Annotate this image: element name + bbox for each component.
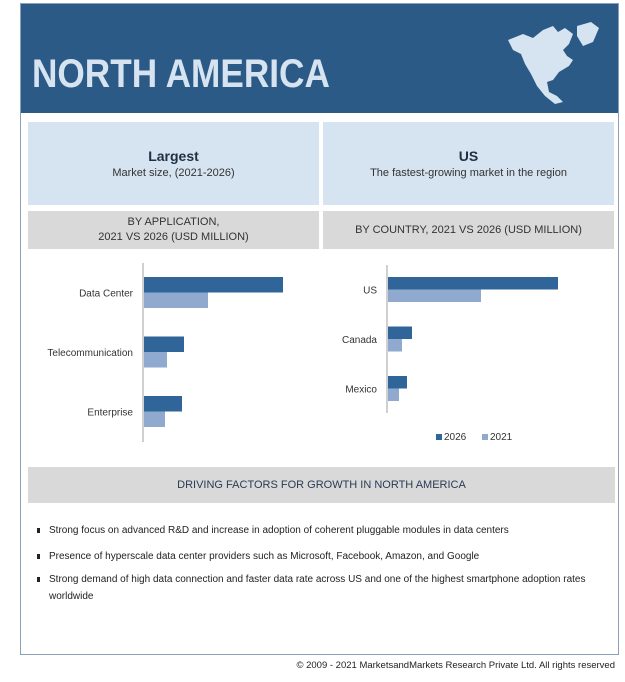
driving-factor-item: Strong demand of high data connection an… bbox=[36, 571, 606, 605]
header-banner bbox=[21, 4, 618, 113]
bar-2021-enterprise bbox=[144, 411, 165, 427]
north-america-map-icon bbox=[508, 22, 599, 104]
legend-label: 2021 bbox=[490, 432, 513, 443]
fastest-subtext: The fastest-growing market in the region bbox=[370, 167, 567, 179]
bar-2026-telecommunication bbox=[144, 336, 184, 352]
bar-2021-data-center bbox=[144, 292, 208, 308]
bar-2026-data-center bbox=[144, 277, 283, 293]
infographic-frame bbox=[20, 3, 619, 655]
largest-subtext: Market size, (2021-2026) bbox=[112, 167, 235, 179]
title-line-2: 2021 VS 2026 (USD MILLION) bbox=[98, 231, 249, 243]
bar-2021-us bbox=[388, 289, 481, 302]
bar-2021-telecommunication bbox=[144, 352, 167, 368]
largest-box: Largest Market size, (2021-2026) bbox=[28, 122, 319, 205]
largest-heading: Largest bbox=[148, 148, 199, 164]
driving-factors-title: DRIVING FACTORS FOR GROWTH IN NORTH AMER… bbox=[28, 467, 615, 503]
category-label: Data Center bbox=[79, 289, 134, 300]
category-label: Telecommunication bbox=[47, 348, 133, 359]
copyright-footer: © 2009 - 2021 MarketsandMarkets Research… bbox=[296, 660, 615, 671]
driving-factor-item: Presence of hyperscale data center provi… bbox=[36, 548, 606, 565]
bar-2026-enterprise bbox=[144, 396, 182, 412]
category-label: Enterprise bbox=[87, 408, 133, 419]
country-bar-chart: US Canada Mexico 2026 2021 bbox=[342, 265, 558, 443]
fastest-heading: US bbox=[458, 148, 479, 164]
title-line-1: BY APPLICATION, bbox=[127, 216, 220, 228]
bar-2026-mexico bbox=[388, 376, 407, 389]
category-label: Canada bbox=[342, 335, 377, 346]
application-bar-chart: Data Center Telecommunication Enterprise bbox=[47, 263, 283, 442]
country-chart-title: BY COUNTRY, 2021 VS 2026 (USD MILLION) bbox=[323, 211, 614, 249]
application-chart-title: BY APPLICATION, 2021 VS 2026 (USD MILLION… bbox=[28, 211, 319, 249]
legend-swatch-2021 bbox=[482, 434, 488, 440]
bar-2021-canada bbox=[388, 339, 402, 352]
legend-label: 2026 bbox=[444, 432, 467, 443]
bar-2021-mexico bbox=[388, 388, 399, 401]
legend-swatch-2026 bbox=[436, 434, 442, 440]
fastest-box: US The fastest-growing market in the reg… bbox=[323, 122, 614, 205]
driving-factor-item: Strong focus on advanced R&D and increas… bbox=[36, 522, 606, 539]
category-label: Mexico bbox=[345, 385, 377, 396]
bar-2026-us bbox=[388, 277, 558, 290]
page-title: NORTH AMERICA bbox=[32, 52, 330, 96]
bar-2026-canada bbox=[388, 326, 412, 339]
category-label: US bbox=[363, 286, 377, 297]
